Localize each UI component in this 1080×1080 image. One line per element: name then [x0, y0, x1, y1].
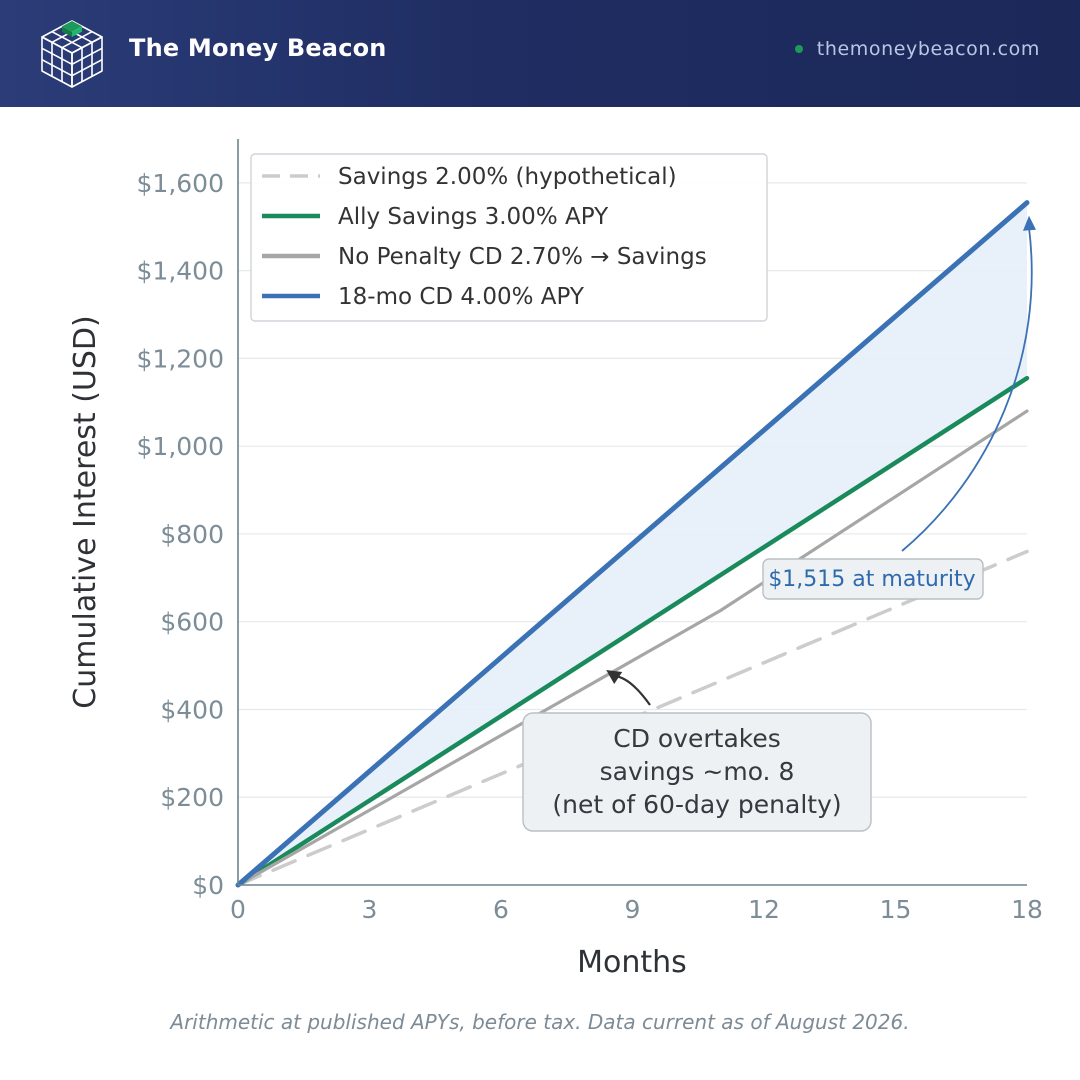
annotation-cd-overtakes-line-3: (net of 60-day penalty) [552, 790, 841, 819]
x-tick-label: 3 [362, 895, 378, 924]
legend-label-2: No Penalty CD 2.70% → Savings [338, 244, 707, 270]
y-tick-label: $0 [192, 871, 224, 900]
brand-name: The Money Beacon [129, 34, 387, 62]
x-tick-label: 9 [625, 895, 641, 924]
y-tick-label: $200 [160, 783, 224, 812]
series-line-1 [235, 375, 1030, 888]
annotation-cd-overtakes-arrowhead [606, 669, 623, 684]
annotation-maturity: $1,515 at maturity [762, 215, 1036, 600]
header-bar: The Money Beacon themoneybeacon.com [0, 0, 1080, 107]
y-tick-label: $800 [160, 520, 224, 549]
annotation-cd-overtakes: CD overtakes savings ~mo. 8 (net of 60-d… [522, 669, 872, 832]
annotation-maturity-arrowhead [1023, 215, 1036, 231]
y-tick-labels: $0 $200 $400 $600 $800 $1,000 $1,200 $1,400 $1,6… [137, 169, 224, 900]
axes [237, 139, 1027, 886]
y-axis-title: Cumulative Interest (USD) [68, 315, 103, 708]
legend-label-0: Savings 2.00% (hypothetical) [338, 164, 677, 190]
interest-chart: $0 $200 $400 $600 $800 $1,000 $1,200 $1,400 $1,6… [68, 139, 1043, 980]
x-axis-title: Months [577, 945, 687, 980]
legend: Savings 2.00% (hypothetical) Ally Savings… [250, 153, 768, 322]
site-url[interactable]: themoneybeacon.com [794, 38, 1040, 60]
annotation-maturity-text: $1,515 at maturity [768, 567, 975, 592]
x-tick-label: 12 [748, 895, 780, 924]
y-tick-label: $600 [160, 608, 224, 637]
site-url-text: themoneybeacon.com [816, 38, 1040, 60]
footnote: Arithmetic at published APYs, before tax… [170, 1010, 910, 1034]
x-tick-label: 15 [880, 895, 912, 924]
legend-label-1: Ally Savings 3.00% APY [338, 204, 609, 230]
series-line-3 [235, 200, 1030, 888]
cube-grid-icon [41, 20, 103, 88]
annotation-cd-overtakes-line-2: savings ~mo. 8 [600, 757, 795, 786]
x-tick-label: 0 [230, 895, 246, 924]
legend-label-3: 18-mo CD 4.00% APY [338, 284, 585, 310]
annotation-cd-overtakes-line-1: CD overtakes [613, 724, 781, 753]
y-tick-label: $1,200 [137, 344, 224, 373]
y-tick-label: $1,600 [137, 169, 224, 198]
x-tick-labels: 0 3 6 9 12 15 18 [230, 895, 1043, 924]
x-tick-label: 18 [1011, 895, 1043, 924]
y-tick-label: $400 [160, 695, 224, 724]
x-tick-label: 6 [493, 895, 509, 924]
annotation-cd-overtakes-arrow [614, 674, 651, 706]
y-tick-label: $1,400 [137, 257, 224, 286]
series-line-2 [236, 409, 1029, 887]
status-dot-icon [794, 45, 803, 53]
y-tick-label: $1,000 [137, 432, 224, 461]
annotation-maturity-arrow [901, 227, 1033, 552]
